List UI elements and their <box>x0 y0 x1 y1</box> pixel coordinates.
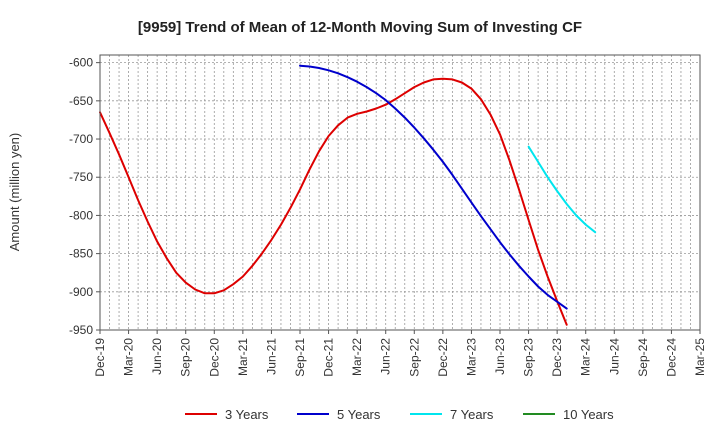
legend-label: 3 Years <box>225 407 269 422</box>
x-tick-label: Mar-23 <box>464 338 478 376</box>
x-tick-label: Dec-19 <box>93 338 107 377</box>
x-tick-label: Dec-23 <box>550 338 564 377</box>
y-tick-label: -950 <box>69 323 93 337</box>
x-tick-label: Mar-21 <box>236 338 250 376</box>
x-tick-label: Mar-24 <box>579 338 593 376</box>
grid <box>100 55 700 331</box>
x-tick-label: Sep-21 <box>293 338 307 377</box>
plot-frame <box>99 54 701 331</box>
x-tick-label: Dec-21 <box>322 338 336 377</box>
legend: 3 Years 5 Years 7 Years 10 Years <box>185 407 614 422</box>
chart-title: [9959] Trend of Mean of 12-Month Moving … <box>138 19 582 36</box>
series-group <box>99 64 597 326</box>
y-tick-label: -850 <box>69 247 93 261</box>
x-tick-label: Jun-20 <box>150 338 164 375</box>
legend-label: 10 Years <box>563 407 614 422</box>
y-axis: -600 -650 -700 -750 -800 -850 -900 -950 <box>69 56 100 337</box>
y-axis-label: Amount (million yen) <box>7 133 22 252</box>
y-tick-label: -900 <box>69 285 93 299</box>
y-tick-label: -700 <box>69 132 93 146</box>
x-tick-label: Sep-20 <box>179 338 193 377</box>
legend-label: 5 Years <box>337 407 381 422</box>
x-tick-label: Dec-24 <box>664 338 678 377</box>
x-tick-label: Jun-22 <box>379 338 393 375</box>
y-tick-label: -750 <box>69 170 93 184</box>
x-tick-label: Mar-25 <box>693 338 707 376</box>
x-tick-label: Jun-21 <box>264 338 278 375</box>
y-tick-label: -650 <box>69 94 93 108</box>
x-axis: Dec-19 Mar-20 Jun-20 Sep-20 Dec-20 Mar-21 Jun-… <box>93 330 707 377</box>
series-line-3-years <box>99 77 568 326</box>
x-tick-label: Mar-20 <box>122 338 136 376</box>
x-tick-label: Mar-22 <box>350 338 364 376</box>
series-line-5-years <box>299 64 568 310</box>
x-tick-label: Jun-23 <box>493 338 507 375</box>
x-tick-label: Sep-22 <box>407 338 421 377</box>
series-line-7-years <box>527 145 597 234</box>
x-tick-label: Sep-24 <box>636 338 650 377</box>
x-tick-label: Dec-22 <box>436 338 450 377</box>
y-tick-label: -600 <box>69 56 93 70</box>
x-tick-label: Dec-20 <box>207 338 221 377</box>
y-tick-label: -800 <box>69 208 93 222</box>
x-tick-label: Sep-23 <box>522 338 536 377</box>
x-tick-label: Jun-24 <box>607 338 621 375</box>
legend-label: 7 Years <box>450 407 494 422</box>
